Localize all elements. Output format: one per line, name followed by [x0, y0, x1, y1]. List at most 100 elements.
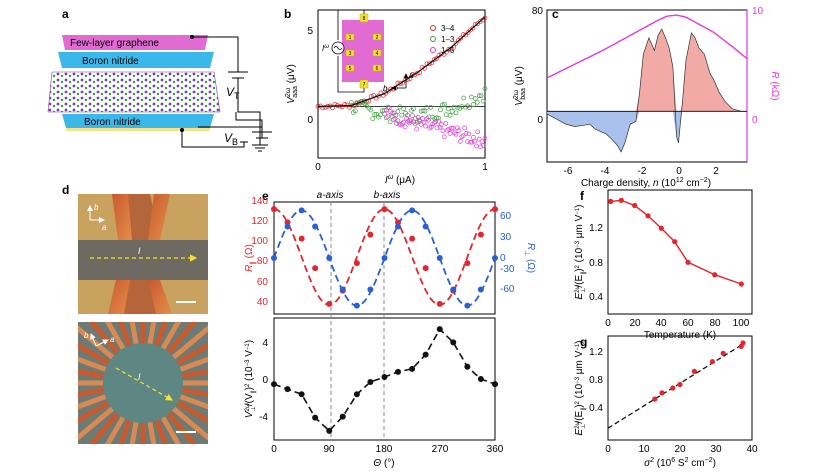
bn-bottom-layer: [62, 114, 214, 128]
data-point: [398, 122, 404, 128]
electrode-line: [129, 322, 139, 347]
temperature-point: [645, 213, 651, 219]
data-point: [469, 139, 475, 145]
legend-item: 1–5: [441, 46, 455, 55]
data-point: [469, 94, 474, 100]
data-point: [372, 112, 377, 117]
data-point: [405, 112, 410, 118]
data-point: [466, 131, 472, 137]
panel-b-legend: 3–4 1–3 1–5: [430, 24, 455, 55]
data-point: [388, 109, 393, 115]
electrode-line: [78, 405, 116, 441]
c-xtick: -6: [564, 166, 573, 177]
g-xtick: 40: [746, 444, 758, 455]
panel-g: g 0.4 0.8 1.2 0 10 20 30 40 σ2 (106 S2 c…: [574, 335, 758, 469]
panel-e-label: e: [262, 189, 269, 203]
panel-b-label: b: [284, 7, 291, 21]
data-point: [424, 116, 430, 121]
panel-e: e a-axis b-axis 40 60 80 100 120 140 -60…: [244, 189, 536, 469]
data-point: [423, 123, 428, 129]
r-parallel-point: [381, 206, 388, 213]
sigma-point: [740, 340, 746, 346]
r-perp-point: [464, 302, 471, 309]
data-point: [437, 124, 443, 130]
inset-b-label: b: [383, 84, 388, 93]
b-ytick: 0: [307, 115, 313, 126]
g-xtick: 30: [710, 444, 722, 455]
data-point: [449, 108, 455, 114]
electrode-line: [159, 414, 182, 444]
panel-a-label: a: [62, 7, 69, 21]
current-label: I: [138, 246, 141, 256]
f-xtick: 20: [629, 318, 641, 329]
inset-contact: [345, 49, 355, 57]
data-point: [478, 93, 484, 99]
data-point: [387, 119, 393, 125]
data-point: [434, 56, 439, 61]
inset-wire: [337, 56, 365, 93]
signal-point: [395, 368, 402, 375]
sigma-point: [677, 381, 683, 388]
data-point: [481, 142, 486, 148]
e-ytick-left: 40: [257, 297, 269, 308]
data-point: [453, 131, 459, 137]
electrode-line: [104, 414, 127, 444]
data-point: [482, 136, 488, 141]
legend-marker: [430, 47, 436, 53]
data-point: [457, 139, 463, 144]
data-point: [456, 128, 462, 133]
data-point: [434, 125, 440, 131]
data-point: [368, 107, 374, 113]
sigma-point: [659, 390, 665, 396]
micrograph-bottom: I b a: [78, 322, 208, 444]
data-point: [322, 104, 328, 110]
data-point: [412, 121, 418, 127]
r-parallel-point: [464, 260, 471, 267]
data-point: [441, 101, 447, 107]
electrode-line: [159, 322, 182, 352]
data-point: [468, 139, 473, 145]
electrode-line: [78, 325, 116, 361]
f-xtick: 100: [733, 318, 750, 329]
c-xtick: 2: [713, 166, 719, 177]
b-xtick: 1: [482, 162, 488, 173]
r-parallel-point: [271, 206, 277, 213]
e-ylabel-left: R∥ (Ω): [244, 244, 257, 272]
legend-marker: [430, 25, 436, 31]
electrode-line: [170, 325, 208, 361]
e-xtick: 180: [376, 444, 393, 455]
signal-point: [381, 373, 388, 380]
f-xtick: 60: [682, 318, 694, 329]
e-ytick: 0: [262, 375, 268, 386]
g-ytick: 1.2: [589, 347, 603, 358]
c-ytick-right: 0: [752, 115, 758, 126]
r-perp-point: [436, 255, 443, 261]
data-point: [370, 116, 376, 122]
contact-dot: [180, 128, 184, 132]
f-xtick: 40: [655, 318, 667, 329]
panel-g-plot: [607, 340, 746, 429]
data-point: [471, 102, 476, 107]
inset-contact-label: 1: [349, 35, 352, 41]
inset-contact-label: 2: [376, 35, 379, 41]
data-point: [421, 119, 427, 125]
r-perp-point: [298, 207, 305, 214]
inset-a-label: a: [409, 71, 414, 80]
temperature-point: [712, 272, 718, 278]
sigma-point: [720, 350, 726, 356]
data-point: [461, 95, 467, 101]
electrode-line: [78, 399, 112, 424]
panel-f-label: f: [580, 189, 585, 203]
temperature-point: [608, 198, 614, 204]
r-parallel-point: [284, 219, 291, 226]
data-point: [401, 119, 407, 125]
data-point: [477, 19, 483, 24]
signal-point: [312, 414, 319, 421]
data-point: [475, 129, 481, 135]
data-point: [402, 124, 408, 130]
data-point: [447, 131, 453, 136]
electrode-line: [179, 387, 208, 397]
data-point: [397, 104, 403, 110]
data-point: [446, 47, 452, 52]
f-xtick: 0: [605, 318, 611, 329]
